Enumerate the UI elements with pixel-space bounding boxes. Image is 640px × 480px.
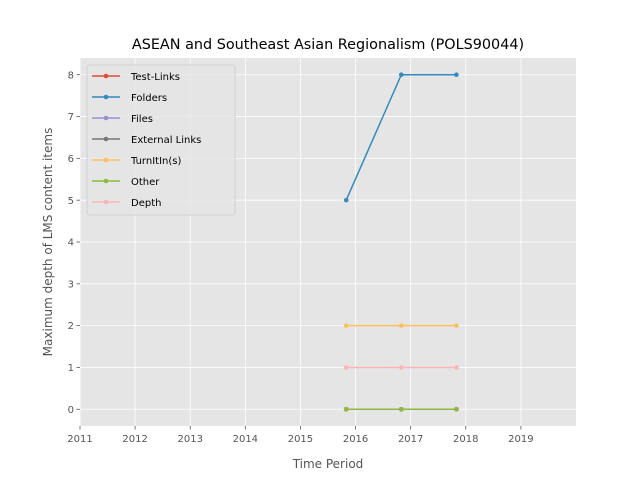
data-point-depth: [398, 365, 404, 370]
y-tick-label: 2: [68, 321, 74, 332]
data-point-folders: [454, 72, 459, 78]
legend-item-depth: Depth: [92, 198, 161, 209]
legend-marker-depth: [103, 199, 109, 205]
legend-box: [86, 64, 236, 216]
legend-label-test-links: Test-Links: [130, 72, 180, 83]
series-layer: [343, 72, 459, 412]
y-tick-label: 4: [68, 238, 74, 249]
data-point-other: [343, 406, 349, 412]
x-axis-label: Time Period: [292, 457, 364, 471]
data-point-turnitin-s: [343, 323, 349, 328]
legend: Test-Links Folders Files External Links Turn…: [86, 64, 236, 216]
series-other: [343, 406, 459, 412]
legend-marker-external-links: [103, 136, 109, 142]
legend-item-turnitin-s: TurnItIn(s): [92, 156, 181, 167]
legend-label-files: Files: [131, 114, 153, 125]
x-tick-label: 2011: [67, 434, 92, 445]
legend-marker-folders: [103, 94, 109, 100]
legend-item-other: Other: [92, 177, 160, 188]
chart-title: ASEAN and Southeast Asian Regionalism (P…: [132, 37, 524, 53]
x-tick-label: 2015: [288, 434, 313, 445]
y-tick-label: 1: [68, 363, 74, 374]
data-point-depth: [343, 365, 349, 370]
data-point-other: [454, 406, 459, 412]
y-tick-label: 8: [68, 70, 74, 81]
y-axis-label: Maximum depth of LMS content items: [41, 128, 55, 357]
legend-marker-other: [103, 178, 109, 184]
legend-label-external-links: External Links: [131, 135, 201, 146]
legend-marker-turnitin-s: [103, 157, 109, 163]
legend-item-files: Files: [92, 114, 153, 125]
y-tick-label: 3: [68, 279, 74, 290]
data-point-turnitin-s: [398, 323, 404, 328]
y-tick-label: 0: [68, 405, 74, 416]
legend-label-depth: Depth: [131, 198, 161, 209]
x-tick-label: 2019: [508, 434, 533, 445]
x-tick-label: 2012: [122, 434, 147, 445]
y-tick-label: 5: [68, 196, 74, 207]
series-turnitin-s: [343, 323, 459, 328]
series-folders: [343, 72, 459, 203]
y-tick-label: 7: [68, 112, 74, 123]
legend-marker-test-links: [103, 73, 109, 79]
legend-label-other: Other: [131, 177, 160, 188]
legend-item-folders: Folders: [92, 93, 167, 104]
data-point-turnitin-s: [454, 323, 459, 328]
x-axis-ticks: 2011 2012 2013 2014 2015 2016 2017 2018 2019: [67, 426, 534, 445]
data-point-depth: [454, 365, 459, 370]
data-point-folders: [398, 72, 404, 78]
x-tick-label: 2013: [177, 434, 202, 445]
x-tick-label: 2016: [343, 434, 368, 445]
series-depth: [343, 365, 459, 370]
data-point-other: [398, 406, 404, 412]
legend-item-external-links: External Links: [92, 135, 201, 146]
y-tick-label: 6: [68, 154, 74, 165]
legend-marker-files: [103, 115, 109, 121]
legend-item-test-links: Test-Links: [92, 72, 180, 83]
data-point-folders: [343, 197, 349, 203]
y-axis-ticks: 0 1 2 3 4 5 6 7 8: [68, 70, 80, 416]
legend-label-turnitin-s: TurnItIn(s): [130, 156, 181, 167]
x-tick-label: 2017: [398, 434, 423, 445]
legend-label-folders: Folders: [131, 93, 167, 104]
x-tick-label: 2014: [233, 434, 258, 445]
x-tick-label: 2018: [453, 434, 478, 445]
